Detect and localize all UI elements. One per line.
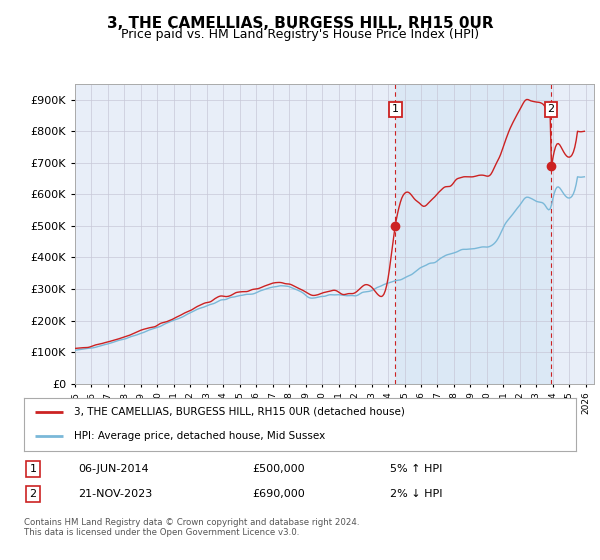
Text: 2: 2 bbox=[29, 489, 37, 499]
Text: 1: 1 bbox=[392, 105, 399, 114]
Text: 1: 1 bbox=[29, 464, 37, 474]
Text: £500,000: £500,000 bbox=[252, 464, 305, 474]
Text: 21-NOV-2023: 21-NOV-2023 bbox=[78, 489, 152, 499]
Text: 2: 2 bbox=[548, 105, 554, 114]
Text: 3, THE CAMELLIAS, BURGESS HILL, RH15 0UR: 3, THE CAMELLIAS, BURGESS HILL, RH15 0UR bbox=[107, 16, 493, 31]
Text: 06-JUN-2014: 06-JUN-2014 bbox=[78, 464, 149, 474]
Text: 2% ↓ HPI: 2% ↓ HPI bbox=[390, 489, 443, 499]
Text: Price paid vs. HM Land Registry's House Price Index (HPI): Price paid vs. HM Land Registry's House … bbox=[121, 28, 479, 41]
Text: Contains HM Land Registry data © Crown copyright and database right 2024.
This d: Contains HM Land Registry data © Crown c… bbox=[24, 518, 359, 538]
Text: 5% ↑ HPI: 5% ↑ HPI bbox=[390, 464, 442, 474]
Text: 3, THE CAMELLIAS, BURGESS HILL, RH15 0UR (detached house): 3, THE CAMELLIAS, BURGESS HILL, RH15 0UR… bbox=[74, 407, 404, 417]
Text: £690,000: £690,000 bbox=[252, 489, 305, 499]
Text: HPI: Average price, detached house, Mid Sussex: HPI: Average price, detached house, Mid … bbox=[74, 431, 325, 441]
